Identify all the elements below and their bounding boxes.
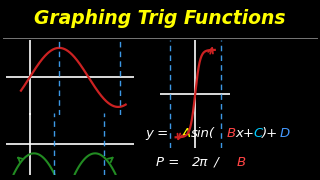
Text: P =: P = xyxy=(156,156,183,168)
Text: A: A xyxy=(181,127,191,140)
Text: C: C xyxy=(253,127,262,140)
Text: x+: x+ xyxy=(235,127,254,140)
Text: )+: )+ xyxy=(262,127,278,140)
Text: D: D xyxy=(280,127,290,140)
Text: y =: y = xyxy=(146,127,173,140)
Text: B: B xyxy=(226,127,236,140)
Text: /: / xyxy=(210,156,223,168)
Text: sin(: sin( xyxy=(190,127,214,140)
Text: B: B xyxy=(236,156,246,168)
Text: Graphing Trig Functions: Graphing Trig Functions xyxy=(34,9,286,28)
Text: 2π: 2π xyxy=(192,156,208,168)
